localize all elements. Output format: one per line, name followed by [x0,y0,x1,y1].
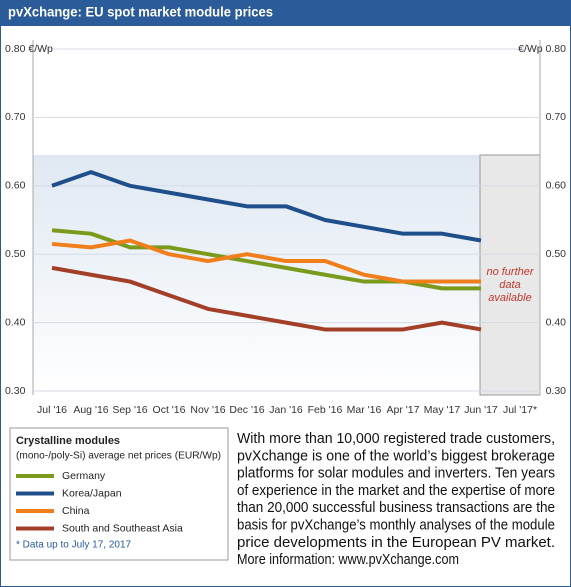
legend-title: Crystalline modules [16,435,120,447]
x-tick-label: Jan '16 [269,404,303,416]
x-tick-label: Mar '16 [347,404,382,416]
series-line [51,265,482,332]
description-line: than 20,000 successful business transact… [237,500,555,516]
annotation: data [499,279,520,291]
y2-tick-label: 0.40 [546,316,567,328]
y2-tick-label: 0.60 [546,180,567,192]
x-tick-label: Sep '16 [112,404,147,416]
description-line: of experience in the market and the expe… [237,483,555,499]
title-bar [0,0,571,26]
x-tick-label: Jul '17* [503,404,537,416]
x-tick-label: Aug '16 [73,404,108,416]
series-line [51,238,481,284]
x-tick-label: May '17 [424,404,461,416]
footnote: * Data up to July 17, 2017 [16,540,132,551]
description-line: pvXchange is one of the world’s biggest … [237,448,555,464]
y2-tick-label: 0.50 [546,248,567,260]
x-tick-label: Feb '16 [308,404,343,416]
legend-label: China [62,505,90,517]
x-tick-label: Oct '16 [153,404,186,416]
x-tick-label: Apr '17 [387,404,420,416]
legend-label: Germany [62,470,106,482]
legend-label: South and Southeast Asia [62,522,183,534]
y-tick-label: 0.70 [5,111,26,123]
description-line: More information: www.pvXchange.com [237,552,459,568]
y-tick-label: 0.80 €/Wp [5,43,53,55]
description-line: price developments in the European PV ma… [237,535,555,551]
y-tick-label: 0.30 [5,385,26,397]
y-tick-label: 0.60 [5,180,26,192]
legend-subtitle: (mono-/poly-Si) average net prices (EUR/… [16,451,221,462]
series-line [51,170,482,243]
annotation: no further [486,266,534,278]
x-tick-label: Nov '16 [190,404,225,416]
x-tick-label: Dec '16 [229,404,264,416]
x-tick-label: Jun '17 [464,404,498,416]
annotation: available [488,292,531,304]
description-line: With more than 10,000 registered trade c… [237,431,555,447]
y2-tick-label: 0.30 [546,385,567,397]
y2-tick-label: €/Wp 0.80 [518,43,566,55]
description-line: basis for pvXchange’s monthly analyses o… [237,518,555,534]
plot-background [33,155,480,395]
y-tick-label: 0.50 [5,248,26,260]
legend-label: Korea/Japan [62,487,122,499]
chart-title: pvXchange: EU spot market module prices [8,4,273,20]
y-tick-label: 0.40 [5,316,26,328]
x-tick-label: Jul '16 [37,404,67,416]
description-line: platforms for solar modules and inverter… [237,466,555,482]
y2-tick-label: 0.70 [546,111,567,123]
